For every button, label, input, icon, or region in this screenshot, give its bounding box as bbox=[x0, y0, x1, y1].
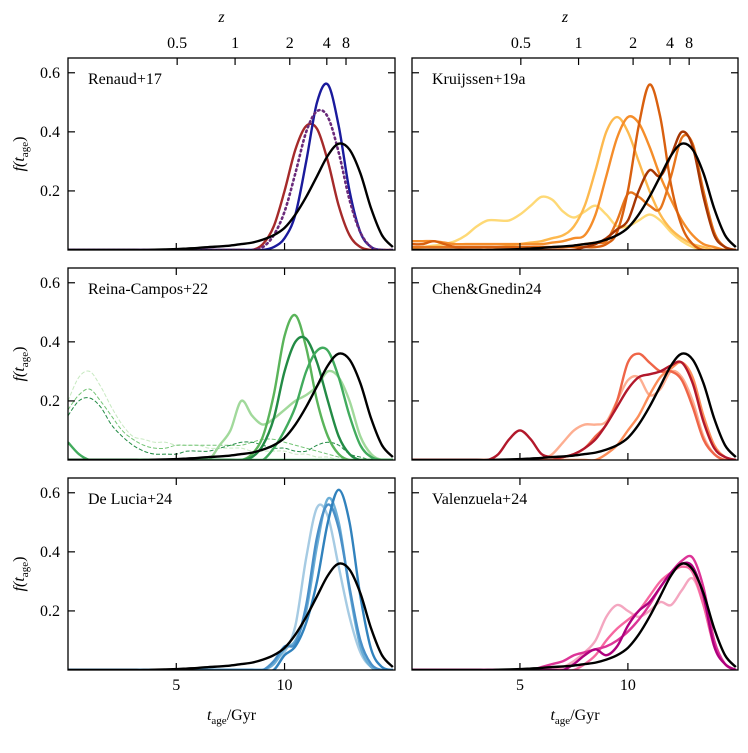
y-tick-label: 0.2 bbox=[40, 393, 60, 410]
kde-curve bbox=[68, 142, 394, 250]
kde-curve bbox=[68, 496, 393, 670]
x-label-part: /Gyr bbox=[570, 707, 600, 724]
kde-curve bbox=[68, 352, 394, 460]
kde-curve bbox=[68, 313, 393, 460]
axes-frame bbox=[411, 477, 739, 671]
curves bbox=[412, 83, 737, 250]
kde-curve bbox=[412, 142, 737, 250]
panel-title: Valenzuela+24 bbox=[432, 491, 527, 508]
x-tick-label: 10 bbox=[277, 677, 293, 694]
curves bbox=[412, 554, 737, 670]
y-tick-label: 0.4 bbox=[40, 544, 60, 561]
y-axis-label: f(tage) bbox=[11, 137, 31, 172]
y-label-part: f(t bbox=[11, 577, 28, 592]
kde-curve bbox=[68, 562, 394, 670]
kde-curve bbox=[412, 115, 736, 250]
axes-frame bbox=[411, 267, 739, 461]
kde-curve bbox=[68, 346, 393, 460]
y-tick-label: 0.6 bbox=[40, 485, 60, 502]
kde-curve bbox=[412, 195, 736, 250]
axes-frame bbox=[411, 57, 739, 251]
y-tick-label: 0.4 bbox=[40, 334, 60, 351]
z-tick-label: 2 bbox=[286, 35, 294, 52]
y-label-sub: age bbox=[19, 562, 31, 577]
x-axis-label: tage/Gyr bbox=[207, 707, 257, 727]
kde-curve bbox=[412, 576, 737, 670]
z-tick-label: 0.5 bbox=[167, 35, 187, 52]
kde-curve bbox=[68, 370, 393, 460]
curves bbox=[68, 313, 394, 460]
kde-curve bbox=[68, 108, 395, 250]
x-label-sub: age bbox=[211, 715, 226, 727]
kde-curve bbox=[412, 565, 737, 670]
kde-curve bbox=[412, 554, 737, 670]
z-axis-label: z bbox=[217, 9, 225, 26]
panel-title: Kruijssen+19a bbox=[432, 71, 525, 88]
kde-curve bbox=[68, 397, 393, 460]
kde-curve bbox=[68, 335, 393, 460]
y-axis-label: f(tage) bbox=[11, 347, 31, 382]
panel-title: Reina-Campos+22 bbox=[88, 281, 208, 298]
x-tick-label: 5 bbox=[516, 677, 524, 694]
kde-curve bbox=[68, 488, 394, 670]
z-tick-label: 2 bbox=[629, 35, 637, 52]
y-label-part: f(t bbox=[11, 367, 28, 382]
x-label-sub: age bbox=[555, 715, 570, 727]
y-label-sub: age bbox=[19, 142, 31, 157]
panel-title: Chen&Gnedin24 bbox=[432, 281, 541, 298]
y-label-part: ) bbox=[11, 137, 28, 142]
kde-curve bbox=[412, 130, 737, 250]
y-label-part: ) bbox=[11, 557, 28, 562]
axes-frame bbox=[67, 57, 396, 251]
panel-title: De Lucia+24 bbox=[88, 491, 172, 508]
kde-curve bbox=[412, 562, 737, 670]
y-tick-label: 0.6 bbox=[40, 275, 60, 292]
y-label-part: ) bbox=[11, 347, 28, 352]
kde-curve bbox=[68, 388, 393, 460]
z-tick-label: 1 bbox=[575, 35, 583, 52]
x-label-part: t bbox=[207, 707, 212, 724]
z-tick-label: 4 bbox=[666, 35, 674, 52]
y-tick-label: 0.2 bbox=[40, 603, 60, 620]
z-tick-label: 1 bbox=[231, 35, 239, 52]
kde-curve bbox=[412, 361, 737, 460]
y-label-sub: age bbox=[19, 352, 31, 367]
z-tick-label: 4 bbox=[323, 35, 331, 52]
x-axis-label: tage/Gyr bbox=[550, 707, 600, 727]
curves bbox=[68, 488, 394, 670]
z-tick-label: 0.5 bbox=[511, 35, 531, 52]
axes-frame bbox=[67, 477, 396, 671]
x-tick-label: 5 bbox=[172, 677, 180, 694]
y-tick-label: 0.2 bbox=[40, 183, 60, 200]
kde-curve bbox=[412, 360, 737, 460]
curves bbox=[68, 82, 395, 250]
curves bbox=[412, 352, 737, 460]
kde-curve bbox=[68, 122, 393, 250]
kde-curve bbox=[412, 83, 736, 250]
kde-curve bbox=[68, 82, 393, 250]
kde-curve bbox=[68, 503, 393, 670]
x-label-part: t bbox=[550, 707, 555, 724]
axes-frame bbox=[67, 267, 396, 461]
x-tick-label: 10 bbox=[620, 677, 636, 694]
y-tick-label: 0.4 bbox=[40, 124, 60, 141]
y-axis-label: f(tage) bbox=[11, 557, 31, 592]
y-label-part: f(t bbox=[11, 157, 28, 172]
z-tick-label: 8 bbox=[685, 35, 693, 52]
y-tick-label: 0.6 bbox=[40, 65, 60, 82]
z-axis-label: z bbox=[561, 9, 569, 26]
kde-curve bbox=[412, 352, 737, 460]
kde-curve bbox=[412, 133, 737, 250]
kde-curve bbox=[68, 503, 393, 670]
panel-title: Renaud+17 bbox=[88, 71, 162, 88]
z-tick-label: 8 bbox=[342, 35, 350, 52]
kde-curve bbox=[412, 369, 736, 460]
x-label-part: /Gyr bbox=[227, 707, 257, 724]
